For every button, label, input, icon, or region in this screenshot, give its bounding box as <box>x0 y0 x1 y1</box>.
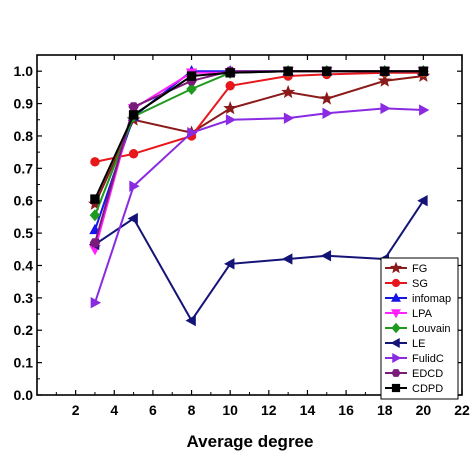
data-point <box>187 127 198 139</box>
legend-entry-louvain: Louvain <box>385 322 451 335</box>
series-fulidc <box>90 102 430 309</box>
data-point <box>419 104 430 116</box>
x-tick-label: 4 <box>110 402 118 418</box>
y-tick-label: 0.4 <box>14 257 34 273</box>
legend-label: FG <box>412 263 427 275</box>
legend-entry-fulidc: FulidC <box>385 353 444 365</box>
legend-marker <box>391 278 401 288</box>
data-point <box>89 209 101 222</box>
data-point <box>186 71 197 81</box>
data-point <box>380 66 390 76</box>
x-tick-label: 18 <box>377 402 393 418</box>
data-point <box>224 258 235 270</box>
legend-entry-cdpd: CDPD <box>385 383 443 395</box>
y-tick-label: 0.6 <box>14 193 34 209</box>
legend-marker <box>389 261 403 274</box>
legend-entry-sg: SG <box>385 278 428 290</box>
y-tick-label: 0.0 <box>14 387 34 403</box>
legend-marker <box>391 309 401 319</box>
x-tick-label: 22 <box>454 402 470 418</box>
data-point <box>322 66 332 76</box>
data-point <box>283 112 295 124</box>
data-point <box>128 149 139 159</box>
x-tick-label: 8 <box>188 402 196 418</box>
legend-entry-le: LE <box>385 338 425 350</box>
legend-label: SG <box>412 278 428 290</box>
data-point <box>128 110 139 120</box>
legend-marker <box>390 338 400 348</box>
data-point <box>282 253 293 265</box>
y-tick-label: 0.3 <box>14 290 34 306</box>
y-tick-label: 0.2 <box>14 322 34 338</box>
y-tick-label: 0.7 <box>14 160 34 176</box>
data-point <box>129 180 140 192</box>
data-point <box>186 82 197 96</box>
legend-label: LE <box>412 338 425 350</box>
x-tick-label: 16 <box>338 402 354 418</box>
legend-label: FulidC <box>412 353 444 365</box>
data-point <box>185 314 196 327</box>
data-point <box>377 73 392 87</box>
data-point <box>225 81 235 91</box>
legend-label: EDCD <box>412 368 443 380</box>
data-point <box>223 101 238 115</box>
legend-marker <box>392 353 402 363</box>
series-line <box>94 71 424 163</box>
series-line <box>94 70 424 200</box>
data-point <box>380 102 391 115</box>
data-point <box>90 194 100 204</box>
x-tick-label: 20 <box>416 402 432 418</box>
legend-entry-lpa: LPA <box>385 308 433 320</box>
y-tick-label: 0.8 <box>14 128 34 144</box>
x-tick-label: 6 <box>149 402 157 418</box>
legend-marker <box>391 369 401 377</box>
data-point <box>281 84 296 99</box>
axes: 2 4 6 8 10 12 14 16 18 20 22 0.0 0.1 0.2 0.3 0.4 0.5 0.6 0… <box>14 54 470 418</box>
y-tick-label: 0.9 <box>14 96 34 112</box>
legend-label: LPA <box>412 308 433 320</box>
data-point <box>417 195 428 207</box>
data-point <box>320 250 332 262</box>
x-tick-label: 12 <box>261 402 277 418</box>
legend-entry-fg: FG <box>385 261 427 275</box>
series-line <box>94 200 425 323</box>
series-line <box>94 75 424 205</box>
series-line <box>94 107 424 304</box>
data-point <box>322 107 333 119</box>
series-layer <box>88 65 431 327</box>
series-cdpd <box>90 66 429 204</box>
data-point <box>90 157 100 167</box>
legend-marker <box>391 383 401 393</box>
data-point <box>90 297 102 309</box>
legend-marker <box>391 292 401 302</box>
y-tick-label: 0.5 <box>14 225 34 241</box>
data-point <box>127 212 138 225</box>
legend-label: CDPD <box>412 383 443 395</box>
data-point <box>283 66 293 76</box>
legend-entry-infomap: infomap <box>385 292 451 305</box>
plot-frame <box>36 54 463 396</box>
legend-label: Louvain <box>412 323 451 335</box>
legend-label: infomap <box>412 293 451 305</box>
x-tick-label: 2 <box>72 402 80 418</box>
y-tick-label: 1.0 <box>14 63 34 79</box>
data-point <box>418 66 429 76</box>
data-point <box>225 68 235 78</box>
data-point <box>319 91 334 105</box>
data-point <box>225 114 237 126</box>
x-axis-title: Average degree <box>187 432 314 451</box>
x-tick-label: 14 <box>300 402 316 418</box>
data-point <box>128 102 139 112</box>
legend-entry-edcd: EDCD <box>385 368 443 380</box>
y-tick-label: 0.1 <box>14 355 34 371</box>
legend-marker <box>391 322 401 334</box>
x-tick-label: 10 <box>222 402 238 418</box>
data-point <box>89 238 101 248</box>
legend: FG SG infomap LPA Louvain LE FulidC EDCD CDPD <box>380 257 459 400</box>
